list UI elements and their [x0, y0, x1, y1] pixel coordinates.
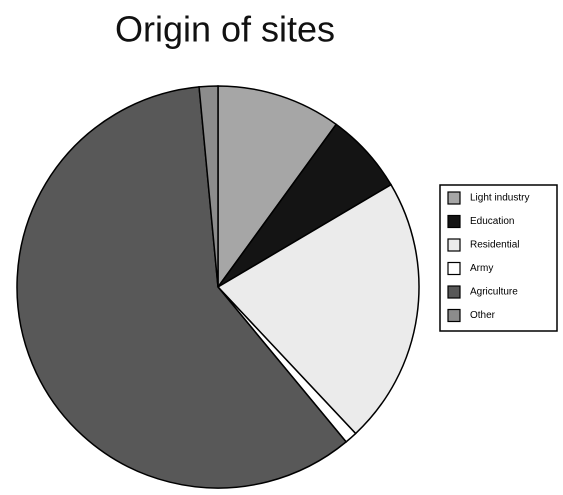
legend-label: Light industry [470, 193, 529, 204]
legend-swatch [447, 214, 461, 229]
legend-swatch [447, 191, 461, 205]
legend-label: Education [470, 216, 514, 227]
legend-box [439, 184, 558, 332]
legend-label: Residential [470, 240, 519, 251]
legend-label: Agriculture [470, 287, 518, 298]
pie-slice [16, 86, 348, 489]
pie-slice [198, 85, 219, 288]
legend-swatch [447, 285, 461, 299]
pie-slice [217, 85, 338, 290]
legend-swatch [447, 261, 461, 276]
pie-slice [216, 183, 420, 435]
legend-label: Army [470, 263, 493, 274]
legend-label: Other [470, 310, 496, 321]
legend-swatch [447, 308, 461, 323]
legend-swatch [447, 238, 461, 252]
chart-title: Origin of sites [115, 9, 335, 50]
